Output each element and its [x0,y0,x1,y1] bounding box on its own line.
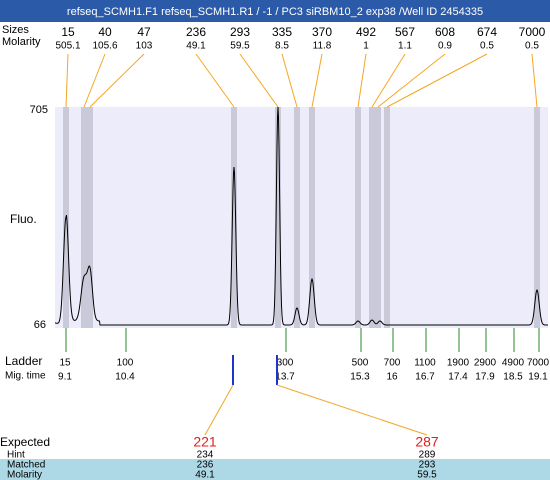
peak-size: 7000 [519,25,546,39]
molarity-value: 49.1 [195,470,215,480]
peak-connector [377,53,446,108]
matched-value: 293 [419,460,436,471]
row-label: Hint [7,450,25,461]
title-bar [0,0,550,22]
ladder-time: 17.4 [448,372,468,383]
y-max-label: 705 [30,104,48,116]
matched-value: 236 [197,460,214,471]
peak-molarity: 49.1 [186,41,206,52]
ladder-size: 2900 [474,358,497,369]
peak-molarity: 59.5 [230,41,250,52]
row-label: Expected [0,435,50,449]
trace [54,106,548,326]
peak-molarity: 103 [136,41,153,52]
peak-band [275,107,281,328]
ladder-time: 17.9 [475,372,495,383]
ladder-size: 7000 [527,358,550,369]
peak-size: 335 [272,25,292,39]
peak-band [87,107,93,328]
peak-molarity: 1.1 [398,41,412,52]
ladder-time: 10.4 [115,372,135,383]
ladder-size: 700 [384,358,401,369]
peak-size: 492 [356,25,376,39]
row-label: Ladder [5,354,42,368]
ladder-time: 18.5 [503,372,523,383]
match-connector [204,384,234,436]
peak-molarity: 1 [363,41,369,52]
peak-molarity: 11.8 [313,41,332,52]
peak-size: 567 [395,25,415,39]
ladder-size: 500 [352,358,369,369]
peak-size: 40 [98,25,112,39]
row-label: Mig. time [5,371,46,382]
y-axis-label: Fluo. [10,212,37,226]
ladder-size: 15 [59,358,71,369]
hint-value: 234 [197,450,214,461]
peak-size: 236 [186,25,206,39]
ladder-size: 1900 [447,358,470,369]
ladder-time: 15.3 [350,372,370,383]
peak-band [369,107,375,328]
peak-size: 47 [137,25,151,39]
expected-value: 287 [415,434,439,450]
peak-size: 15 [61,25,75,39]
peak-molarity: 8.5 [275,41,289,52]
peak-connector [239,53,279,108]
expected-value: 221 [193,434,217,450]
hint-value: 289 [419,450,436,461]
peak-band [81,107,87,328]
molarity-value: 59.5 [417,470,437,480]
peak-molarity: 0.5 [525,41,539,52]
peak-band [534,107,540,328]
ladder-time: 16.7 [415,372,435,383]
peak-band [384,107,390,328]
ladder-size: 4900 [502,358,525,369]
peak-size: 293 [230,25,250,39]
match-connector [276,384,428,436]
peak-connector [357,53,367,108]
ladder-time: 13.7 [275,372,295,383]
peak-molarity: 505.1 [55,41,80,52]
peak-connector [195,53,235,108]
peak-band [231,107,237,328]
peak-connector [311,53,323,108]
row-label: Molarity [7,470,42,480]
title: refseq_SCMH1.F1 refseq_SCMH1.R1 / -1 / P… [67,6,483,18]
peak-molarity: 0.5 [480,41,494,52]
y-min-label: 66 [34,319,46,331]
peak-connector [83,53,106,108]
row-label: Matched [7,460,45,471]
peak-molarity: 105.6 [92,41,117,52]
peak-connector [281,53,298,108]
peak-band [309,107,315,328]
ladder-time: 9.1 [58,372,72,383]
row-label: Molarity [2,36,41,48]
peak-band [355,107,361,328]
peak-size: 370 [312,25,332,39]
peak-connector [65,53,69,108]
plot-area [55,107,548,328]
peak-connector [89,53,145,108]
peak-connector [531,53,538,108]
peak-size: 608 [435,25,455,39]
peak-band [375,107,381,328]
table-band [0,459,550,480]
ladder-size: 300 [277,358,294,369]
peak-band [294,107,300,328]
peak-size: 674 [477,25,497,39]
peak-connector [371,53,406,108]
ladder-size: 100 [117,358,134,369]
ladder-time: 19.1 [528,372,548,383]
ladder-size: 1100 [414,358,436,369]
ladder-time: 16 [386,372,398,383]
peak-molarity: 0.9 [438,41,452,52]
row-label: Sizes [2,24,29,36]
peak-connector [386,53,488,108]
